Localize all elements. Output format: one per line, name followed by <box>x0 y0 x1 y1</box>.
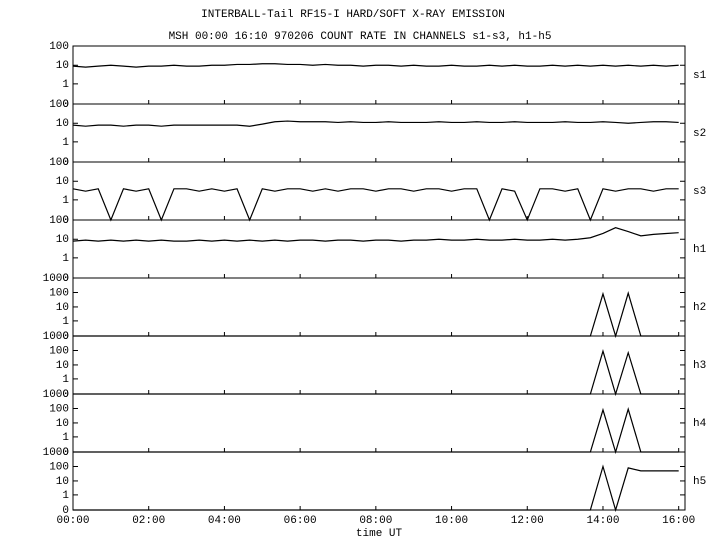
x-tick-label: 06:00 <box>284 515 317 527</box>
y-tick-label: 100 <box>49 345 69 357</box>
y-tick-label: 1 <box>62 79 69 91</box>
panel-label: s1 <box>693 70 707 82</box>
y-tick-label: 1 <box>62 432 69 444</box>
y-tick-label: 0 <box>62 99 69 111</box>
y-tick-label: 100 <box>49 157 69 169</box>
y-tick-label: 100 <box>49 99 69 111</box>
data-line <box>73 464 679 513</box>
y-tick-label: 0 <box>62 505 69 517</box>
y-tick-label: 1 <box>62 374 69 386</box>
y-tick-label: 0 <box>62 389 69 401</box>
y-tick-label: 10 <box>56 476 69 488</box>
y-tick-label: 10 <box>56 176 69 188</box>
y-tick-label: 10 <box>56 360 69 372</box>
x-tick-label: 00:00 <box>56 515 89 527</box>
panel-label: h5 <box>693 476 706 488</box>
y-tick-label: 1000 <box>43 273 69 285</box>
x-tick-label: 16:00 <box>662 515 695 527</box>
x-tick-label: 10:00 <box>435 515 468 527</box>
y-tick-label: 100 <box>49 215 69 227</box>
y-tick-label: 1 <box>62 316 69 328</box>
y-tick-label: 100 <box>49 461 69 473</box>
panel-label: s3 <box>693 186 706 198</box>
y-tick-label: 10 <box>56 60 69 72</box>
panel-label: h2 <box>693 302 706 314</box>
y-tick-label: 1000 <box>43 389 69 401</box>
x-tick-label: 02:00 <box>132 515 165 527</box>
y-tick-label: 0 <box>62 157 69 169</box>
y-tick-label: 1000 <box>43 447 69 459</box>
data-line <box>72 227 679 242</box>
data-line <box>72 63 679 68</box>
data-line <box>72 188 679 222</box>
y-tick-label: 1 <box>62 137 69 149</box>
y-tick-label: 0 <box>62 331 69 343</box>
y-tick-label: 10 <box>56 418 69 430</box>
y-tick-label: 100 <box>49 287 69 299</box>
y-tick-label: 1 <box>62 195 69 207</box>
y-tick-label: 0 <box>62 215 69 227</box>
y-tick-label: 10 <box>56 234 69 246</box>
chart-title: INTERBALL-Tail RF15-I HARD/SOFT X-RAY EM… <box>201 9 505 21</box>
y-tick-label: 1000 <box>43 331 69 343</box>
x-tick-label: 12:00 <box>511 515 544 527</box>
y-tick-label: 1 <box>62 490 69 502</box>
y-tick-label: 10 <box>56 302 69 314</box>
chart-subtitle: MSH 00:00 16:10 970206 COUNT RATE IN CHA… <box>169 31 552 43</box>
x-tick-label: 14:00 <box>586 515 619 527</box>
y-tick-label: 0 <box>62 447 69 459</box>
x-tick-label: 08:00 <box>359 515 392 527</box>
panel-label: h3 <box>693 360 706 372</box>
y-tick-label: 10 <box>56 118 69 130</box>
y-tick-label: 100 <box>49 41 69 53</box>
y-tick-label: 100 <box>49 403 69 415</box>
panel-label: s2 <box>693 128 706 140</box>
panel-label: h1 <box>693 244 707 256</box>
x-tick-label: 04:00 <box>208 515 241 527</box>
x-axis-label: time UT <box>356 528 403 540</box>
y-tick-label: 0 <box>62 273 69 285</box>
y-tick-label: 1 <box>62 253 69 265</box>
data-line <box>72 120 679 127</box>
panel-label: h4 <box>693 418 707 430</box>
